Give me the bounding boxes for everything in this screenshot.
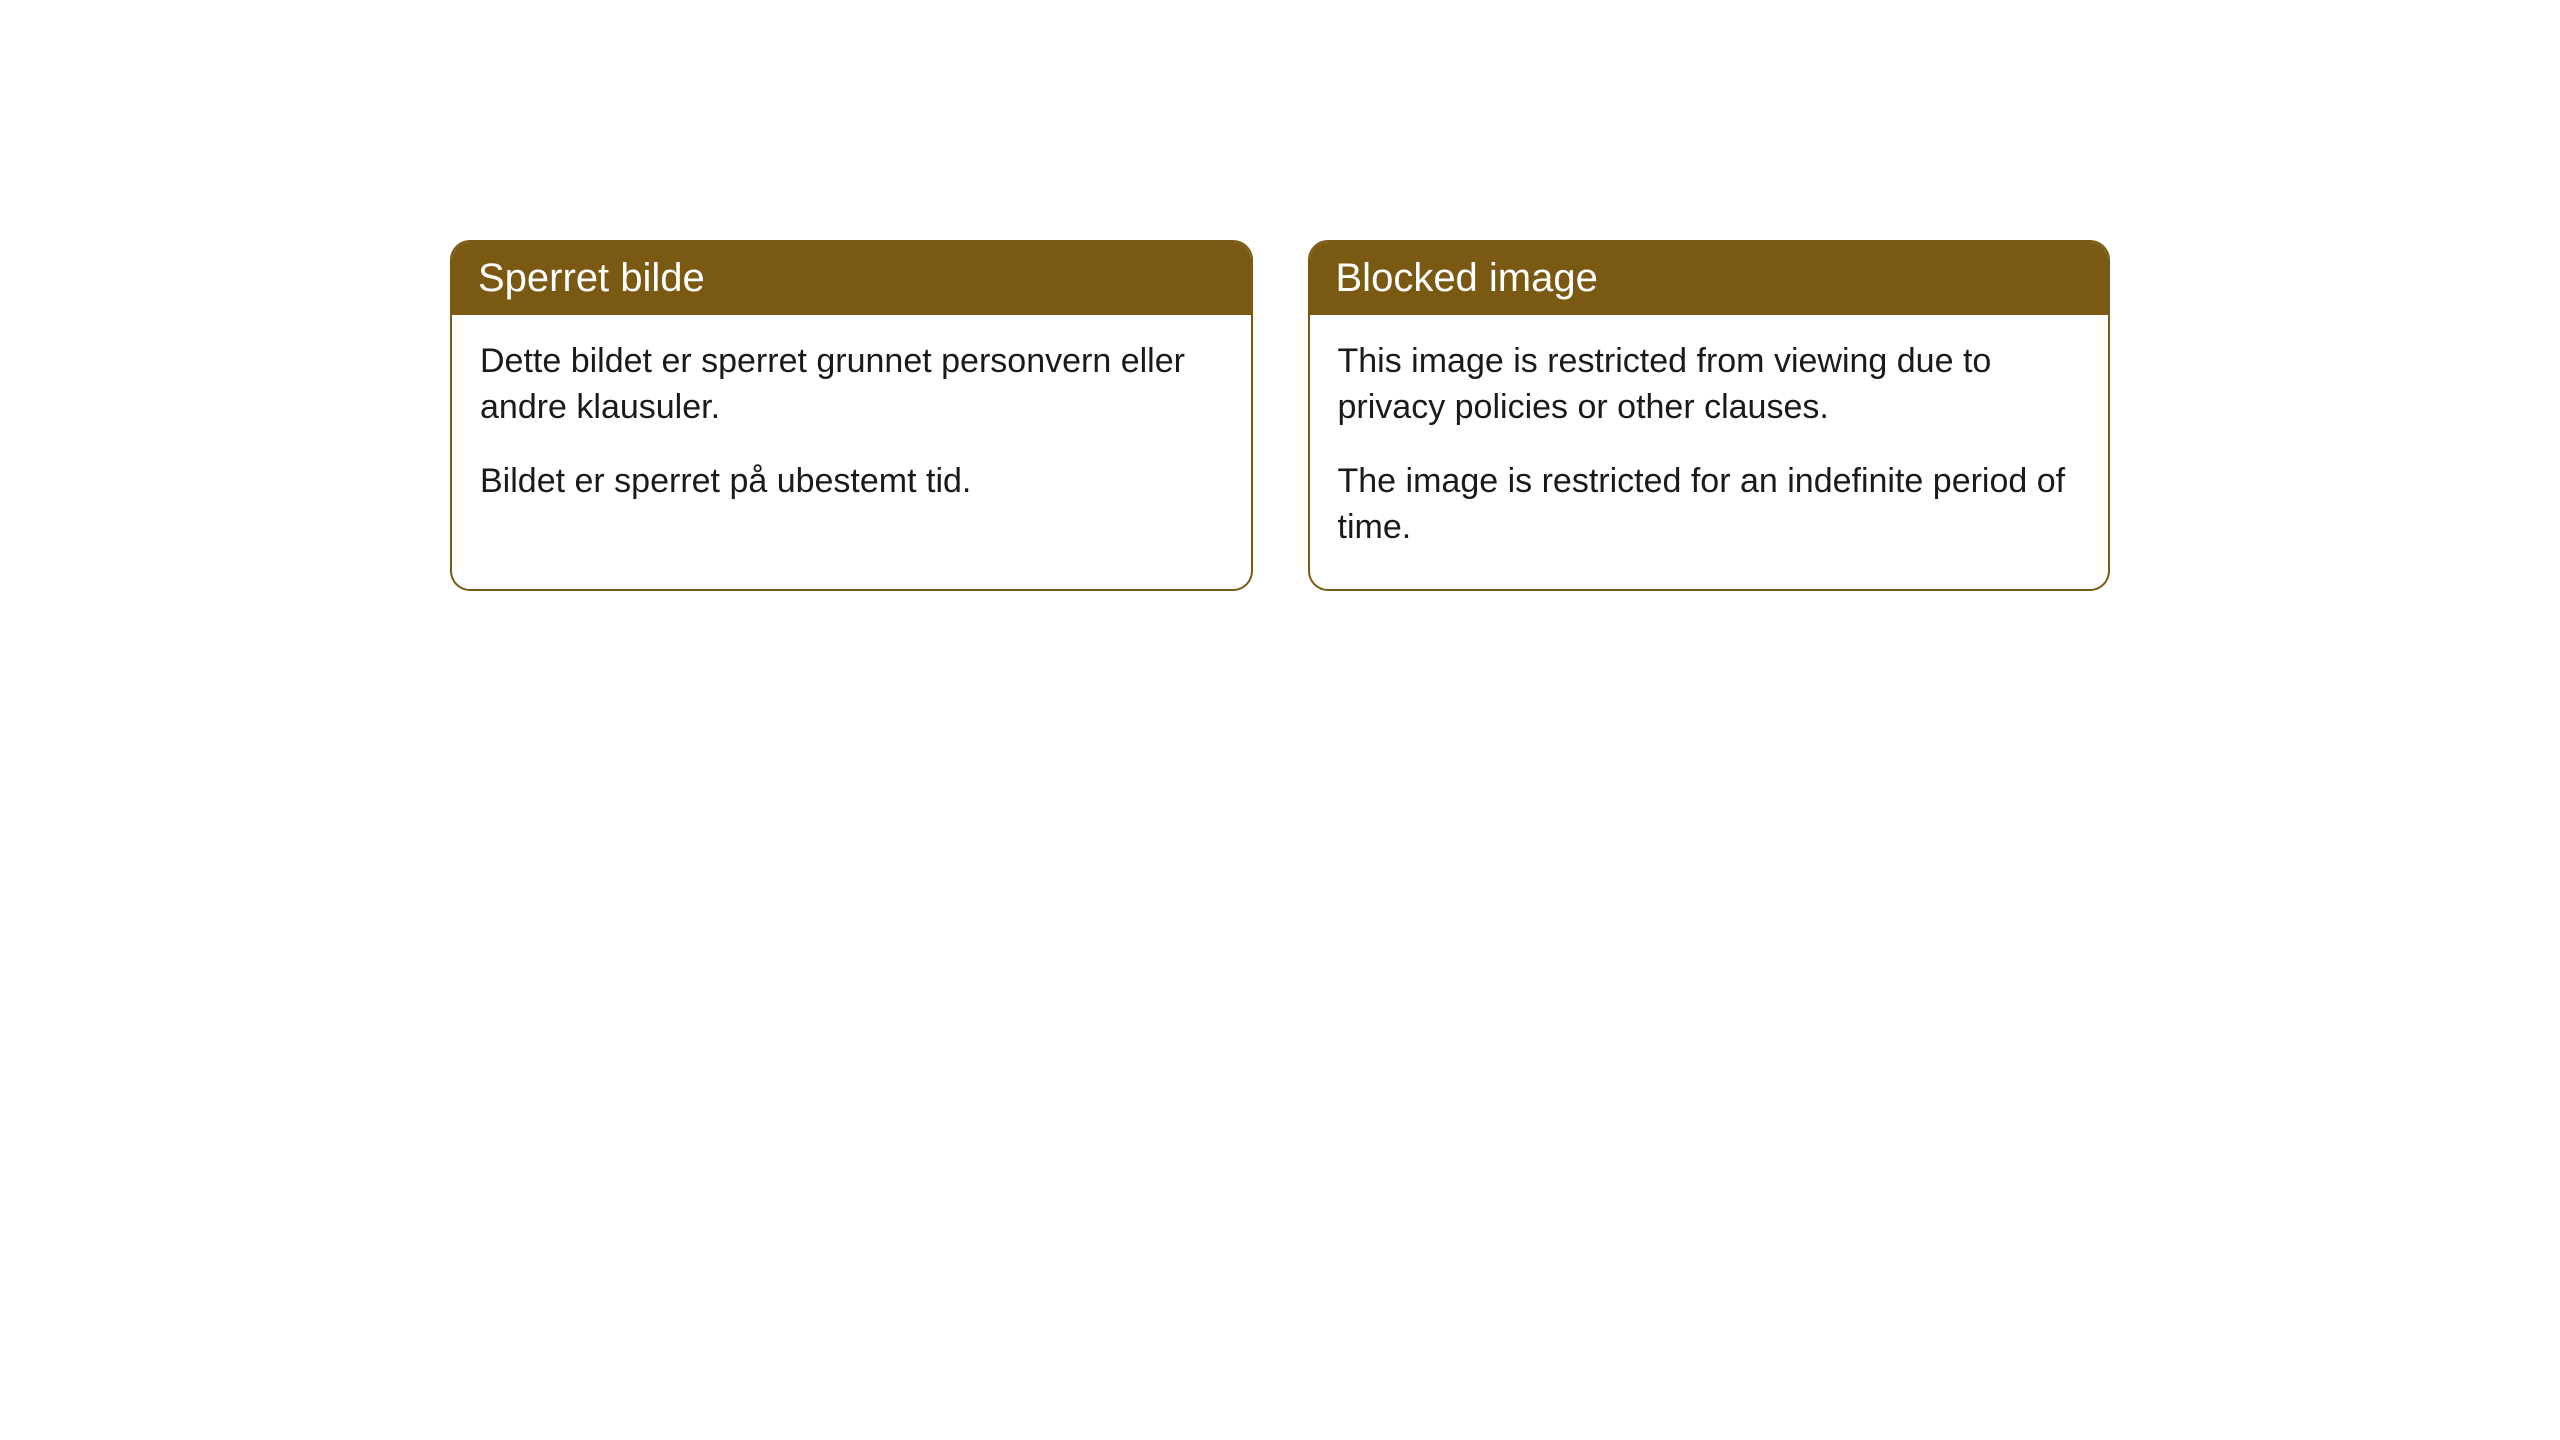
notice-card-english: Blocked image This image is restricted f… xyxy=(1308,240,2111,591)
card-title: Blocked image xyxy=(1336,256,1598,300)
card-paragraph: The image is restricted for an indefinit… xyxy=(1338,459,2081,551)
card-paragraph: Dette bildet er sperret grunnet personve… xyxy=(480,339,1223,431)
card-header: Sperret bilde xyxy=(452,242,1251,315)
card-body: Dette bildet er sperret grunnet personve… xyxy=(452,315,1251,543)
notice-card-norwegian: Sperret bilde Dette bildet er sperret gr… xyxy=(450,240,1253,591)
card-paragraph: This image is restricted from viewing du… xyxy=(1338,339,2081,431)
card-header: Blocked image xyxy=(1310,242,2109,315)
card-body: This image is restricted from viewing du… xyxy=(1310,315,2109,589)
card-title: Sperret bilde xyxy=(478,256,705,300)
card-paragraph: Bildet er sperret på ubestemt tid. xyxy=(480,459,1223,505)
notice-cards-container: Sperret bilde Dette bildet er sperret gr… xyxy=(450,240,2110,591)
